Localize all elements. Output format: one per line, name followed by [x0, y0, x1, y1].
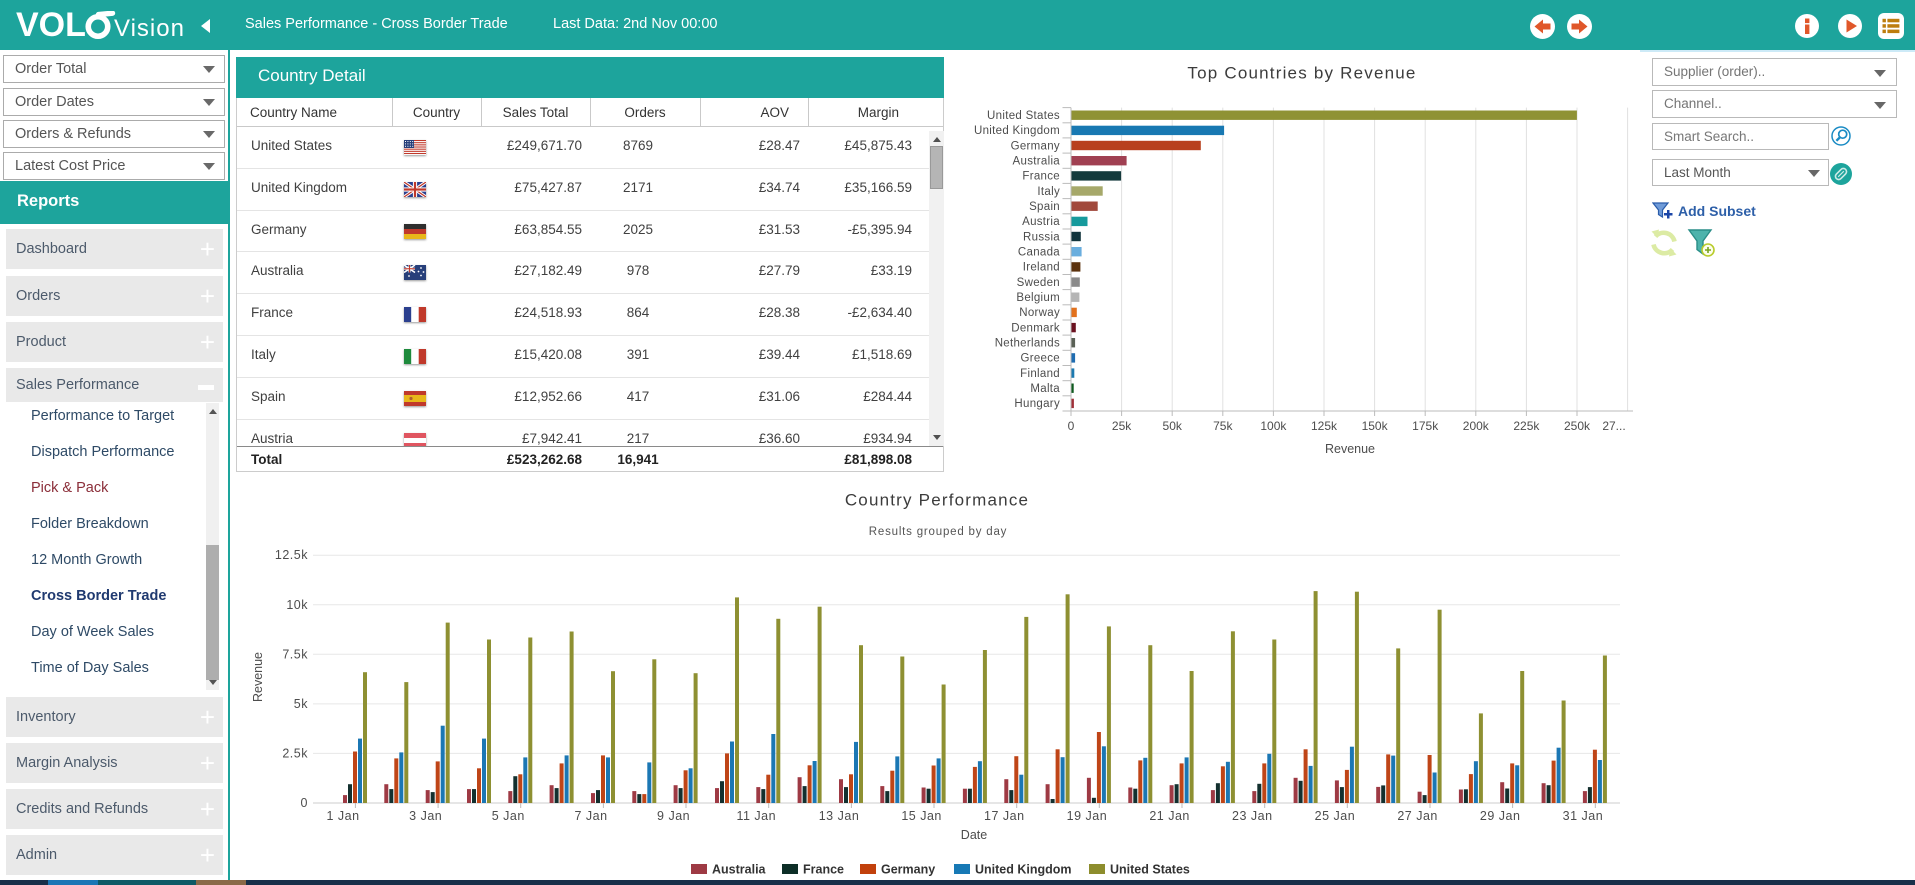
- svg-text:Revenue: Revenue: [251, 652, 265, 702]
- svg-text:Austria: Austria: [1022, 216, 1060, 228]
- svg-text:Sweden: Sweden: [1017, 277, 1060, 289]
- svg-text:175k: 175k: [1412, 419, 1439, 433]
- svg-text:29 Jan: 29 Jan: [1480, 809, 1521, 823]
- svg-text:50k: 50k: [1163, 419, 1183, 433]
- svg-text:0: 0: [1068, 419, 1075, 433]
- svg-text:Germany: Germany: [881, 863, 935, 877]
- svg-text:100k: 100k: [1260, 419, 1287, 433]
- svg-text:9 Jan: 9 Jan: [657, 809, 690, 823]
- svg-text:19 Jan: 19 Jan: [1067, 809, 1108, 823]
- svg-text:11 Jan: 11 Jan: [736, 809, 776, 823]
- svg-text:31 Jan: 31 Jan: [1563, 809, 1604, 823]
- svg-text:Italy: Italy: [1037, 186, 1060, 198]
- svg-text:3 Jan: 3 Jan: [409, 809, 442, 823]
- svg-text:225k: 225k: [1513, 419, 1540, 433]
- svg-text:125k: 125k: [1311, 419, 1338, 433]
- svg-text:United States: United States: [1110, 863, 1190, 877]
- svg-text:5 Jan: 5 Jan: [492, 809, 525, 823]
- svg-text:17 Jan: 17 Jan: [984, 809, 1025, 823]
- svg-text:Malta: Malta: [1030, 383, 1060, 395]
- svg-text:Netherlands: Netherlands: [995, 338, 1060, 350]
- svg-text:1 Jan: 1 Jan: [326, 809, 359, 823]
- svg-text:27 Jan: 27 Jan: [1397, 809, 1438, 823]
- svg-text:13 Jan: 13 Jan: [819, 809, 860, 823]
- svg-text:United Kingdom: United Kingdom: [974, 125, 1060, 137]
- svg-text:Belgium: Belgium: [1016, 292, 1060, 304]
- svg-text:15 Jan: 15 Jan: [901, 809, 942, 823]
- svg-text:Revenue: Revenue: [1325, 442, 1375, 456]
- svg-text:Russia: Russia: [1023, 231, 1060, 243]
- svg-text:Australia: Australia: [1013, 156, 1061, 168]
- svg-text:Ireland: Ireland: [1023, 262, 1060, 274]
- svg-text:France: France: [1022, 171, 1060, 183]
- svg-text:25k: 25k: [1112, 419, 1132, 433]
- svg-text:Hungary: Hungary: [1014, 398, 1060, 410]
- svg-text:Australia: Australia: [712, 863, 767, 877]
- svg-text:5k: 5k: [294, 697, 308, 711]
- svg-text:Greece: Greece: [1020, 353, 1060, 365]
- svg-text:150k: 150k: [1362, 419, 1389, 433]
- svg-text:Canada: Canada: [1018, 247, 1060, 259]
- svg-text:Finland: Finland: [1020, 368, 1060, 380]
- svg-text:7.5k: 7.5k: [282, 647, 308, 661]
- svg-text:21 Jan: 21 Jan: [1149, 809, 1190, 823]
- svg-text:12.5k: 12.5k: [275, 548, 308, 562]
- svg-text:2.5k: 2.5k: [282, 746, 308, 760]
- svg-text:75k: 75k: [1213, 419, 1233, 433]
- svg-text:Norway: Norway: [1019, 307, 1060, 319]
- svg-text:United Kingdom: United Kingdom: [975, 863, 1072, 877]
- svg-text:7 Jan: 7 Jan: [574, 809, 607, 823]
- svg-text:23 Jan: 23 Jan: [1232, 809, 1273, 823]
- svg-text:27...: 27...: [1602, 419, 1625, 433]
- svg-text:Spain: Spain: [1029, 201, 1060, 213]
- svg-text:25 Jan: 25 Jan: [1315, 809, 1356, 823]
- svg-text:Germany: Germany: [1011, 140, 1060, 152]
- svg-text:United States: United States: [987, 110, 1060, 122]
- svg-text:10k: 10k: [286, 598, 308, 612]
- svg-text:Country Performance: Country Performance: [845, 491, 1029, 510]
- svg-text:Denmark: Denmark: [1011, 322, 1060, 334]
- svg-text:Results grouped by day: Results grouped by day: [869, 526, 1007, 538]
- svg-text:0: 0: [301, 796, 308, 810]
- svg-text:Top Countries by Revenue: Top Countries by Revenue: [1187, 64, 1416, 83]
- svg-text:250k: 250k: [1564, 419, 1591, 433]
- svg-text:Date: Date: [961, 828, 987, 842]
- svg-text:200k: 200k: [1463, 419, 1490, 433]
- svg-text:France: France: [803, 863, 844, 877]
